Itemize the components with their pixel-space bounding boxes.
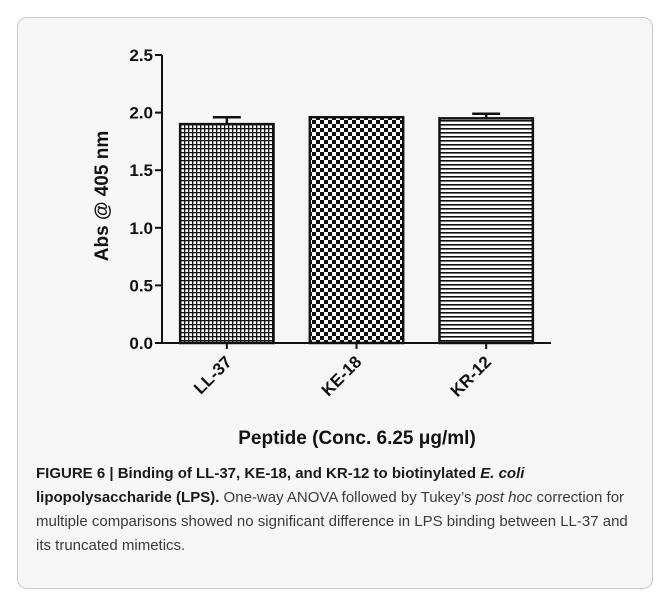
figure-caption: FIGURE 6 | Binding of LL-37, KE-18, and …	[36, 462, 646, 558]
bar-ll-37	[178, 122, 275, 345]
x-tick-label: KR-12	[447, 352, 495, 400]
y-tick-label: 0.5	[129, 276, 153, 295]
caption-text-end: correction for multiple comparisons show…	[36, 489, 628, 554]
caption-label: FIGURE 6 | Binding of LL-37, KE-18, and …	[36, 465, 481, 482]
caption-text-italic: post hoc	[475, 489, 533, 506]
bar-ke-18	[308, 115, 405, 345]
caption-label-italic: E. coli	[480, 465, 525, 482]
caption-text: One-way ANOVA followed by Tukey’s	[219, 489, 476, 506]
y-tick-label: 2.5	[129, 46, 153, 65]
y-tick-label: 2.0	[129, 104, 153, 123]
y-tick-label: 1.5	[129, 161, 153, 180]
bar-chart: 0.0 0.5 1.0 1.5 2.0 2.5 LL-37 KE-18 KR-12 Abs @ …	[92, 46, 551, 449]
x-axis-label: Peptide (Conc. 6.25 μg/ml)	[238, 428, 476, 449]
y-axis-label: Abs @ 405 nm	[92, 131, 113, 261]
x-tick-label: LL-37	[190, 352, 235, 397]
x-tick-label: KE-18	[318, 352, 366, 400]
bar-kr-12	[438, 117, 535, 345]
y-tick-label: 0.0	[129, 334, 153, 353]
y-tick-label: 1.0	[129, 219, 153, 238]
caption-label-end: lipopolysaccharide (LPS).	[36, 489, 220, 506]
plot-area: 0.0 0.5 1.0 1.5 2.0 2.5 LL-37 KE-18 KR-12	[129, 46, 551, 401]
